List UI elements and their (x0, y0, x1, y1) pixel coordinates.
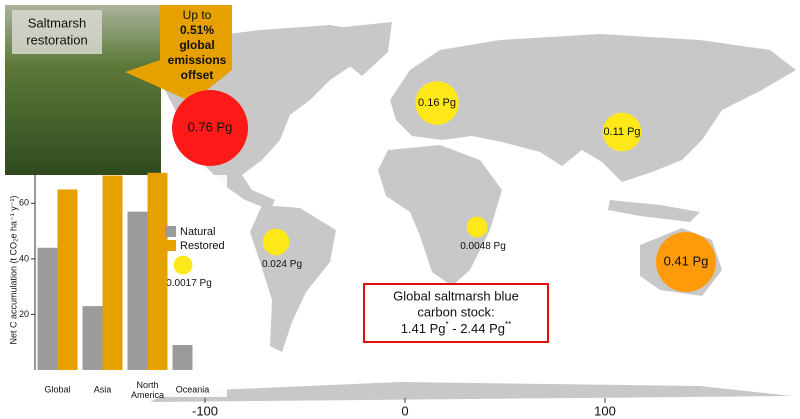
bar (57, 189, 78, 370)
callout-text: 0.51% (180, 23, 214, 37)
stock-box: Global saltmarsh blue carbon stock: 1.41… (363, 283, 549, 343)
bar (37, 247, 58, 370)
x-tick-label: -100 (192, 403, 218, 418)
x-tick-label: Global (44, 384, 70, 394)
y-tick-label: 40 (19, 253, 29, 263)
bubble (172, 90, 248, 166)
x-tick-label-line: North (136, 380, 158, 390)
callout-text: offset (181, 68, 214, 82)
stock-box-title: Global saltmarsh blue (393, 288, 519, 303)
bar (147, 172, 168, 370)
bubble (466, 216, 488, 238)
callout-text: emissions (168, 53, 227, 67)
bubble-label: 0.0017 Pg (166, 278, 212, 289)
bubble-label: 0.16 Pg (418, 97, 456, 109)
bubble (415, 81, 459, 125)
y-tick-label: 20 (19, 309, 29, 319)
bubble (655, 231, 717, 293)
bar (82, 306, 103, 370)
bubble-label: 0.11 Pg (603, 126, 640, 138)
legend-swatch (165, 226, 176, 237)
x-tick-label-line: America (131, 390, 164, 400)
y-tick-label: 60 (19, 198, 29, 208)
stock-box-frame (363, 283, 549, 343)
bubble-label: 0.0048 Pg (460, 241, 506, 252)
callout-text: global (179, 38, 214, 52)
stock-low-mark: * (446, 320, 449, 329)
stock-low: 1.41 Pg (401, 321, 446, 336)
bubble (602, 112, 642, 152)
stock-box-range: 1.41 Pg* - 2.44 Pg** (401, 320, 512, 336)
photo-label-box (12, 10, 102, 54)
callout-text: Up to (183, 8, 212, 22)
stock-sep: - (449, 321, 461, 336)
x-tick-label: Asia (94, 384, 112, 394)
africa (378, 145, 502, 286)
x-tick-label: Oceania (176, 384, 210, 394)
callout: Up to 0.51% global emissions offset (125, 5, 232, 102)
x-tick-label: 100 (594, 403, 616, 418)
bar (172, 345, 193, 370)
south-america (250, 205, 336, 352)
legend-label: Natural (180, 226, 215, 238)
bubble-label: 0.76 Pg (188, 119, 233, 134)
bubble (173, 255, 193, 275)
bubble (262, 228, 290, 256)
y-axis-label: Net C accumulation (t CO₂e ha⁻¹ y⁻¹) (8, 195, 18, 344)
legend-label: Restored (180, 240, 225, 252)
callout-shape (125, 5, 232, 102)
legend-swatch (165, 240, 176, 251)
antarctica (150, 382, 792, 402)
stock-high: 2.44 Pg (460, 321, 505, 336)
bubble-label: 0.41 Pg (664, 253, 709, 268)
x-tick-label: 0 (401, 403, 408, 418)
bar (102, 175, 123, 370)
greenland (335, 22, 392, 76)
indonesia (608, 200, 700, 222)
stock-box-title: carbon stock: (417, 304, 494, 319)
bubble-label: 0.024 Pg (262, 259, 302, 270)
bar (127, 211, 148, 370)
photo-label: restoration (26, 32, 87, 47)
stock-high-mark: ** (505, 320, 511, 329)
photo: Saltmarsh restoration (5, 5, 161, 175)
x-tick-label: North America (131, 380, 164, 400)
photo-label: Saltmarsh (28, 15, 87, 30)
eurasia (390, 34, 796, 182)
